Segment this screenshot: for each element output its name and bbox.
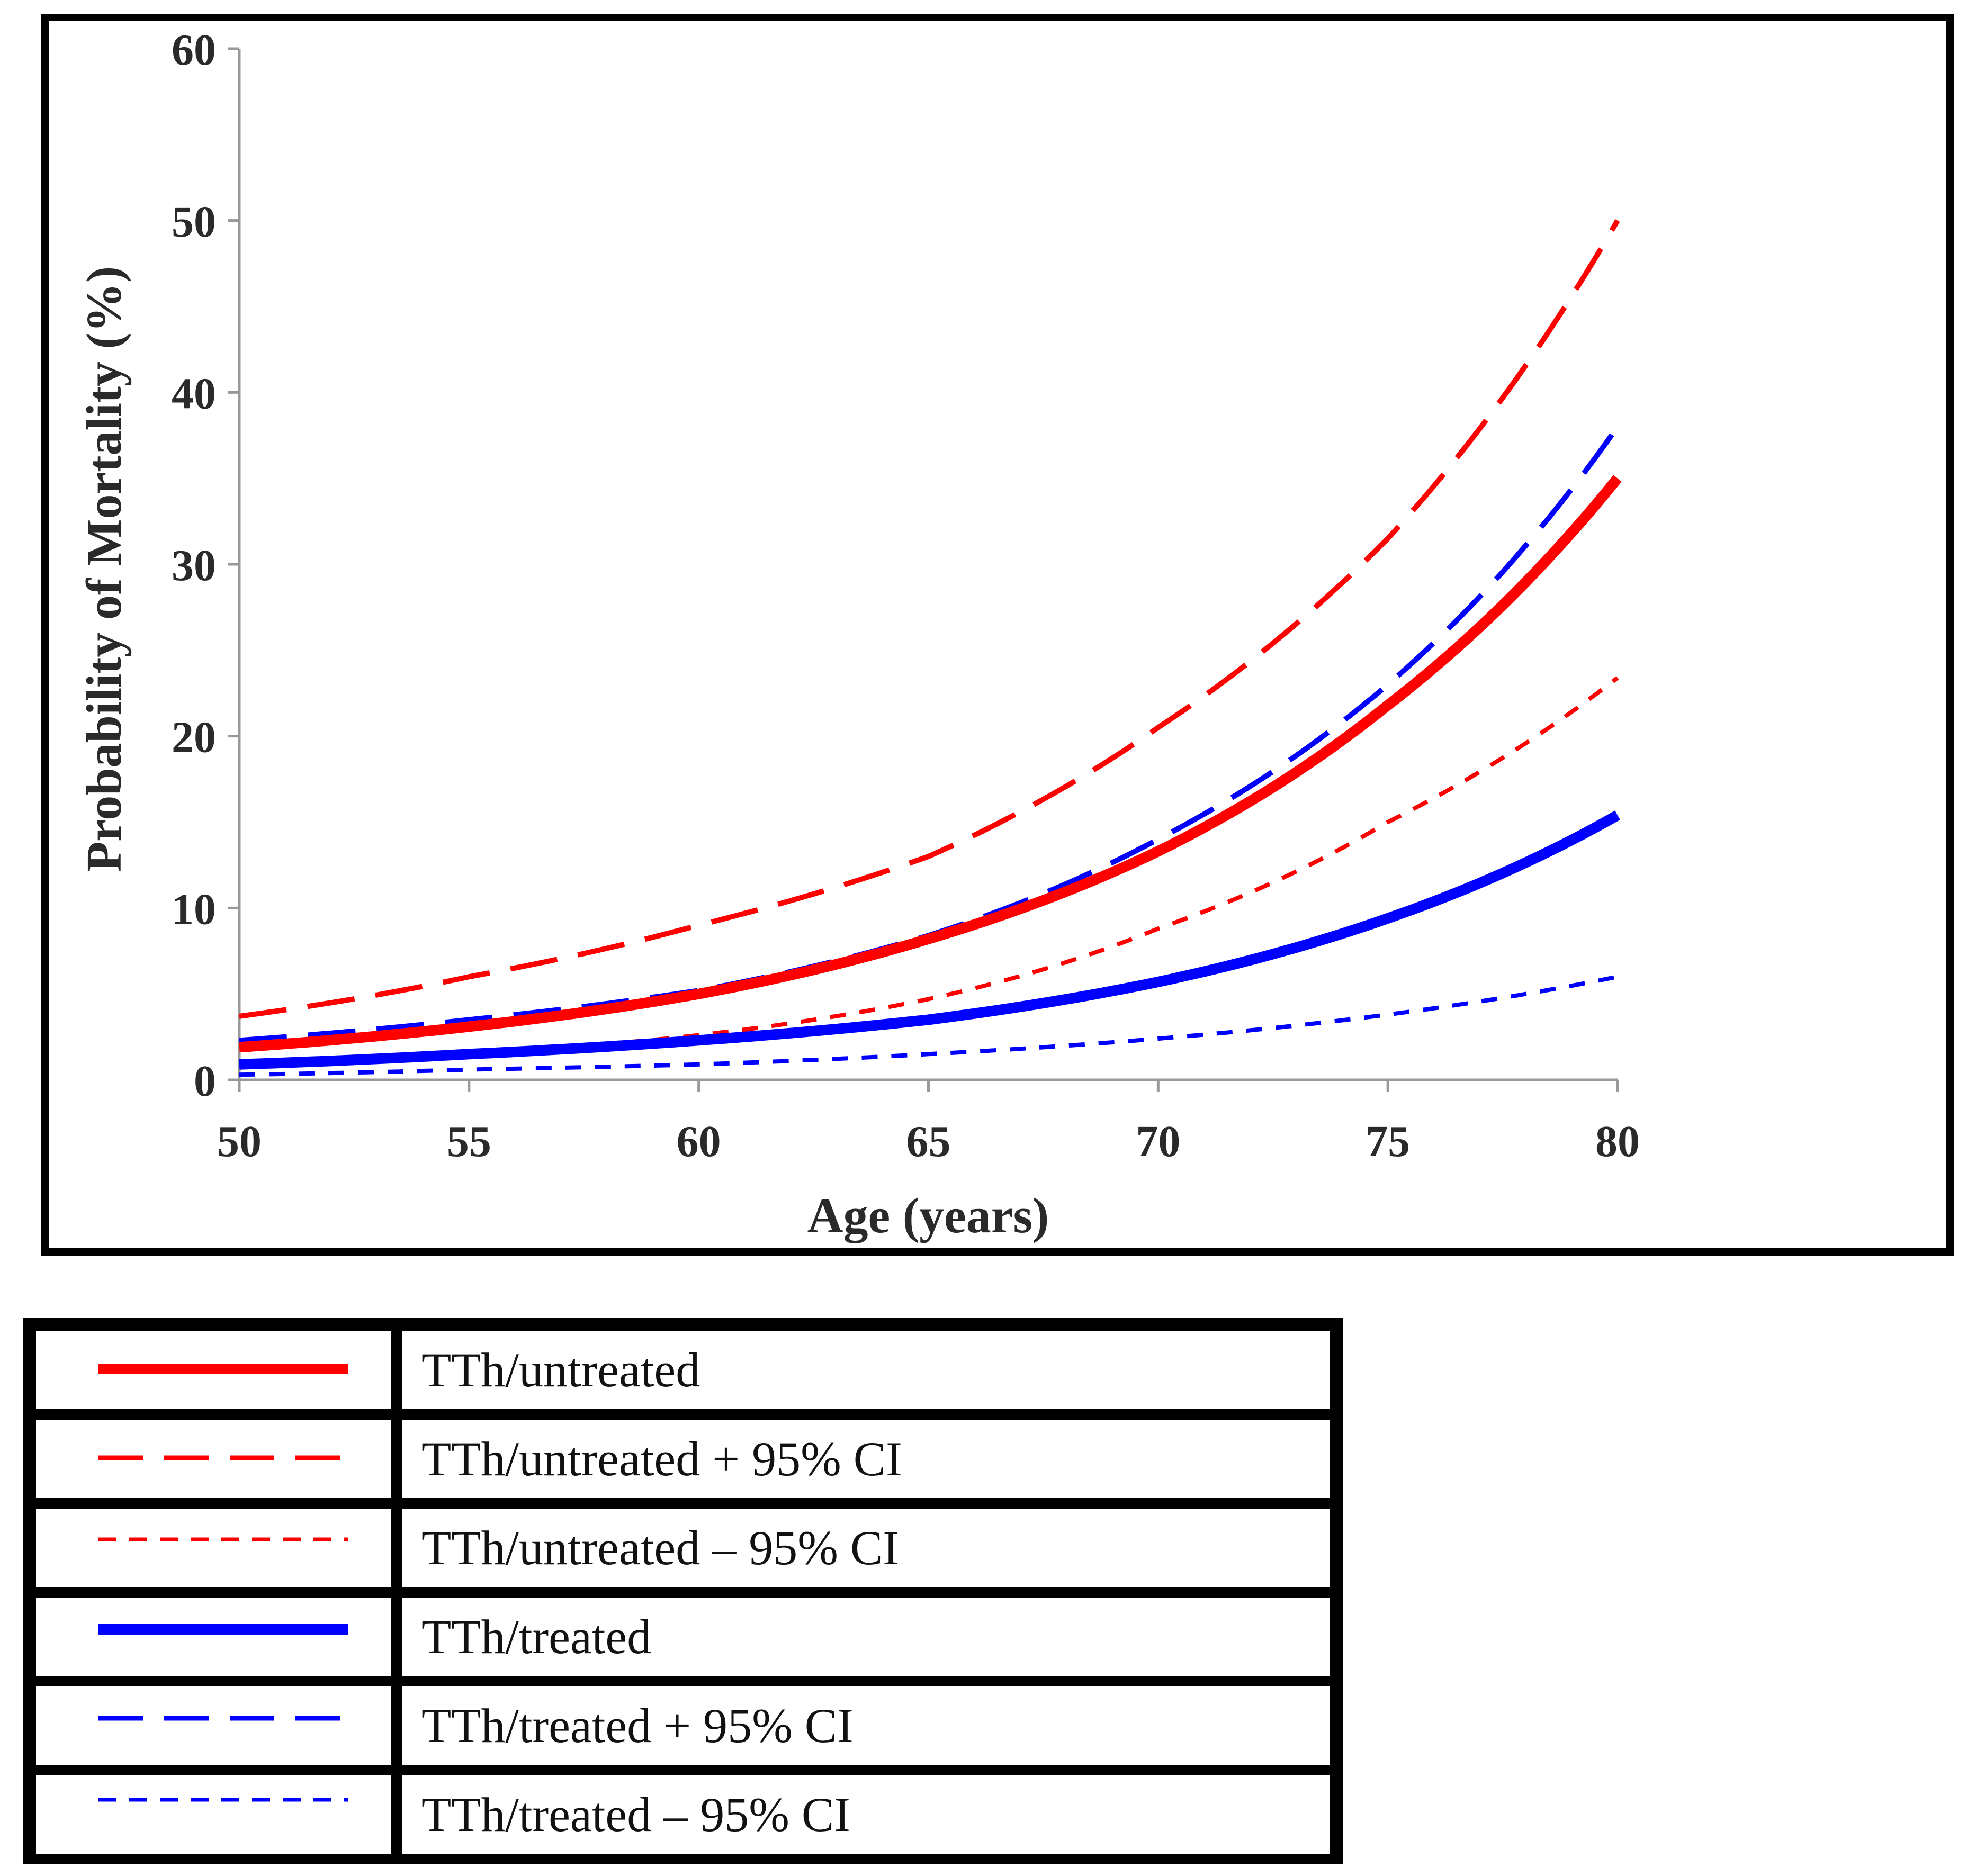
legend-swatch-treated-lower-ci — [36, 1775, 391, 1854]
legend-label: TTh/untreated — [402, 1331, 1330, 1409]
legend-item: TTh/treated — [36, 1598, 1330, 1676]
y-tick-label: 20 — [172, 713, 216, 762]
x-tick-label: 65 — [906, 1117, 951, 1166]
series-line-tth-untreated-95-ci — [239, 219, 1620, 1019]
y-tick-label: 10 — [172, 885, 216, 934]
legend-item: TTh/untreated — [36, 1331, 1330, 1409]
y-tick-label: 0 — [194, 1057, 216, 1106]
x-tick-label: 50 — [217, 1117, 262, 1166]
x-tick-label: 70 — [1136, 1117, 1180, 1166]
chart-series — [239, 219, 1622, 1077]
chart-frame — [41, 14, 1954, 1256]
legend-label: TTh/untreated – 95% CI — [402, 1509, 1330, 1587]
legend-swatch-untreated-upper-ci — [36, 1420, 391, 1498]
x-tick-label: 80 — [1595, 1117, 1640, 1166]
legend-swatch-treated-upper-ci — [36, 1686, 391, 1765]
chart-tick-labels: 0 10 20 30 40 50 60 50 55 60 65 70 75 80 — [172, 25, 1640, 1166]
series-line-tth-treated-95-ci — [239, 975, 1618, 1077]
y-tick-label: 40 — [172, 369, 216, 418]
legend-item: TTh/treated + 95% CI — [36, 1686, 1330, 1765]
series-line-tth-untreated-95-ci — [239, 676, 1619, 1065]
y-tick-label: 60 — [172, 25, 216, 75]
legend-swatch-treated — [36, 1598, 391, 1676]
series-line-tth-untreated — [239, 475, 1622, 1053]
y-tick-label: 30 — [172, 541, 216, 590]
legend-item: TTh/treated – 95% CI — [36, 1775, 1330, 1854]
legend-item: TTh/untreated + 95% CI — [36, 1420, 1330, 1498]
legend-swatch-untreated — [36, 1331, 391, 1409]
y-axis-title: Probability of Mortality (%) — [77, 266, 132, 872]
series-line-tth-treated-95-ci — [239, 425, 1620, 1043]
legend-label: TTh/treated + 95% CI — [402, 1686, 1330, 1765]
chart-axes — [228, 47, 1619, 1092]
x-axis-title: Age (years) — [807, 1188, 1049, 1243]
x-tick-label: 55 — [447, 1117, 491, 1166]
series-line-tth-treated — [239, 810, 1620, 1070]
x-tick-label: 60 — [677, 1117, 721, 1166]
legend-item: TTh/untreated – 95% CI — [36, 1509, 1330, 1587]
legend-swatch-untreated-lower-ci — [36, 1509, 391, 1587]
legend: TTh/untreated TTh/untreated + 95% CI TTh… — [23, 1318, 1343, 1864]
legend-label: TTh/treated – 95% CI — [402, 1775, 1330, 1854]
y-tick-label: 50 — [172, 197, 216, 247]
legend-label: TTh/treated — [402, 1598, 1330, 1676]
x-tick-label: 75 — [1366, 1117, 1410, 1166]
legend-label: TTh/untreated + 95% CI — [402, 1420, 1330, 1498]
